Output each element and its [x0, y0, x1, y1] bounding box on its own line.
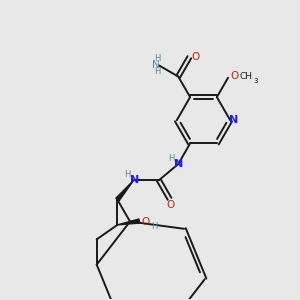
Text: O: O: [191, 52, 200, 62]
Polygon shape: [116, 180, 134, 201]
Text: N: N: [229, 115, 239, 125]
Polygon shape: [117, 219, 140, 225]
Text: N: N: [152, 60, 160, 70]
Text: N: N: [174, 159, 184, 169]
Text: O: O: [230, 71, 239, 81]
Text: N: N: [130, 175, 139, 185]
Text: H: H: [169, 154, 175, 163]
Text: H: H: [151, 222, 158, 231]
Text: O: O: [166, 200, 175, 210]
Text: H: H: [154, 68, 161, 76]
Text: O: O: [142, 217, 150, 226]
Text: H: H: [154, 54, 161, 63]
Text: 3: 3: [254, 78, 258, 84]
Text: CH: CH: [239, 72, 252, 81]
Text: H: H: [124, 170, 130, 179]
